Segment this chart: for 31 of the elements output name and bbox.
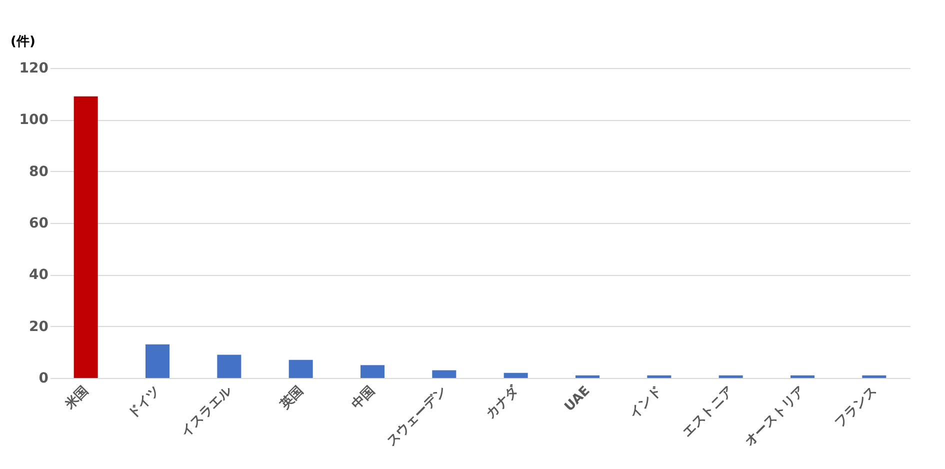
bar xyxy=(146,344,170,378)
bar xyxy=(790,375,814,378)
x-tick-label: フランス xyxy=(832,384,880,431)
bar xyxy=(718,375,743,378)
y-tick-label: 80 xyxy=(29,164,49,180)
y-axis-title: (件) xyxy=(10,34,36,50)
bar xyxy=(360,365,384,378)
x-tick-label: 中国 xyxy=(349,384,378,413)
bar xyxy=(217,354,242,378)
x-tick-label: エストニア xyxy=(680,384,736,440)
y-tick-label: 120 xyxy=(19,60,49,76)
bar xyxy=(862,375,886,378)
x-tick-label: オーストリア xyxy=(742,384,808,450)
bar xyxy=(432,370,456,378)
x-tick-label: イスラエル xyxy=(178,382,236,440)
x-tick-label: 米国 xyxy=(62,384,92,414)
bar xyxy=(504,372,528,378)
y-tick-label: 100 xyxy=(19,112,49,128)
x-tick-label: ドイツ xyxy=(124,384,164,422)
y-tick-label: 40 xyxy=(29,267,49,284)
x-tick-label: インド xyxy=(626,384,665,422)
bar xyxy=(288,360,313,378)
x-tick-label: 英国 xyxy=(276,384,306,414)
bar xyxy=(74,96,98,378)
x-tick-label: スウェーデン xyxy=(384,384,450,450)
bar xyxy=(647,375,672,378)
bar xyxy=(576,375,600,378)
y-tick-label: 0 xyxy=(38,370,49,386)
x-tick-label: カナダ xyxy=(483,382,522,422)
y-tick-label: 20 xyxy=(29,318,49,335)
y-tick-label: 60 xyxy=(29,216,49,232)
